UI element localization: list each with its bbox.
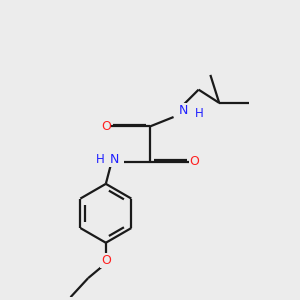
Text: O: O bbox=[101, 254, 111, 267]
Text: O: O bbox=[101, 120, 111, 133]
Text: N: N bbox=[110, 153, 119, 166]
Text: O: O bbox=[189, 155, 199, 168]
Text: H: H bbox=[195, 107, 203, 120]
Text: H: H bbox=[96, 153, 104, 166]
Text: N: N bbox=[179, 104, 188, 117]
